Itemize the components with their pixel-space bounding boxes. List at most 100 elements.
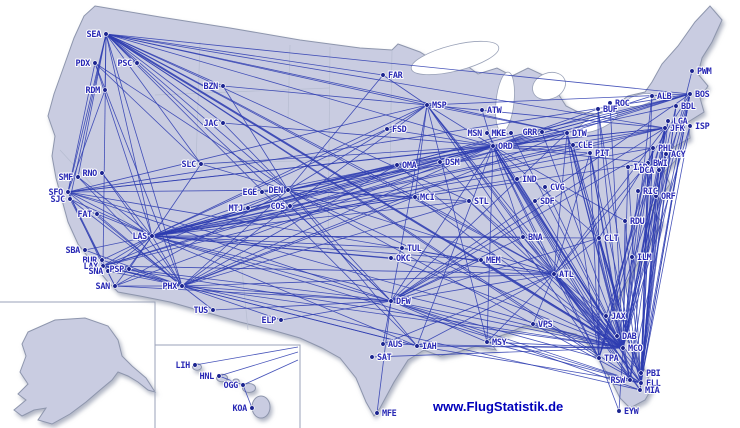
route-line: [151, 104, 428, 237]
route-line: [589, 152, 600, 359]
airport-marker-cle[interactable]: [570, 142, 576, 148]
airport-marker-lih[interactable]: [192, 362, 198, 368]
airport-marker-bos[interactable]: [687, 91, 693, 97]
airport-marker-aus[interactable]: [380, 341, 386, 347]
airport-marker-msy[interactable]: [484, 339, 490, 345]
airport-marker-bur[interactable]: [99, 257, 105, 263]
airport-marker-lga[interactable]: [665, 118, 671, 124]
airport-marker-alb[interactable]: [649, 93, 655, 99]
airport-marker-eyw[interactable]: [616, 408, 622, 414]
airport-marker-san[interactable]: [112, 283, 118, 289]
airport-marker-slc[interactable]: [198, 161, 204, 167]
airport-label-grr: GRR: [523, 128, 539, 138]
airport-marker-bwi[interactable]: [645, 160, 651, 166]
airport-marker-jax[interactable]: [603, 313, 609, 319]
airport-marker-psp[interactable]: [126, 266, 132, 272]
airport-marker-mfe[interactable]: [374, 410, 380, 416]
airport-marker-rdu[interactable]: [622, 218, 628, 224]
airport-marker-iah[interactable]: [414, 343, 420, 349]
airport-marker-atw[interactable]: [479, 107, 485, 113]
airport-marker-smf[interactable]: [75, 174, 81, 180]
airport-marker-orf[interactable]: [653, 193, 659, 199]
airport-marker-isp[interactable]: [687, 123, 693, 129]
airport-marker-ord[interactable]: [490, 143, 496, 149]
airport-marker-atl[interactable]: [551, 271, 557, 277]
airport-marker-elp[interactable]: [278, 317, 284, 323]
airport-marker-jac[interactable]: [220, 120, 226, 126]
airport-marker-mtj[interactable]: [245, 205, 251, 211]
route-line: [640, 162, 649, 374]
airport-marker-clt[interactable]: [596, 235, 602, 241]
airport-marker-bdl[interactable]: [673, 103, 679, 109]
airport-marker-fsd[interactable]: [384, 126, 390, 132]
watermark-link[interactable]: www.FlugStatistik.de: [433, 399, 564, 414]
airport-marker-mke[interactable]: [508, 130, 514, 136]
route-line: [151, 189, 289, 237]
airport-marker-acy[interactable]: [663, 151, 669, 157]
airport-marker-koa[interactable]: [249, 405, 255, 411]
airport-marker-dtw[interactable]: [564, 130, 570, 136]
airport-marker-rno[interactable]: [99, 170, 105, 176]
airport-marker-stl[interactable]: [466, 198, 472, 204]
airport-marker-tus[interactable]: [210, 307, 216, 313]
airport-marker-pwm[interactable]: [689, 68, 695, 74]
airport-marker-hnl[interactable]: [216, 373, 222, 379]
airport-marker-dab[interactable]: [614, 333, 620, 339]
airport-marker-sea[interactable]: [103, 31, 109, 37]
airport-marker-roc[interactable]: [607, 100, 613, 106]
route-line: [598, 93, 691, 359]
airport-marker-lax[interactable]: [100, 263, 106, 269]
airport-marker-ric[interactable]: [635, 188, 641, 194]
airport-marker-jfk[interactable]: [662, 125, 668, 131]
airport-marker-sdf[interactable]: [532, 198, 538, 204]
airport-marker-ind[interactable]: [514, 176, 520, 182]
airport-label-pwm: PWM: [697, 67, 712, 77]
airport-marker-vps[interactable]: [530, 321, 536, 327]
airport-marker-dfw[interactable]: [388, 298, 394, 304]
airport-marker-den[interactable]: [285, 187, 291, 193]
airport-marker-fll[interactable]: [638, 380, 644, 386]
airport-marker-cvg[interactable]: [542, 184, 548, 190]
airport-marker-mem[interactable]: [478, 257, 484, 263]
route-line: [151, 132, 512, 237]
route-line: [640, 153, 667, 384]
airport-marker-cos[interactable]: [287, 203, 293, 209]
airport-marker-phx[interactable]: [179, 283, 185, 289]
airport-marker-sfo[interactable]: [65, 189, 71, 195]
airport-marker-pit[interactable]: [587, 150, 593, 156]
airport-marker-rsw[interactable]: [627, 377, 633, 383]
airport-marker-msn[interactable]: [484, 130, 490, 136]
airport-marker-rdm[interactable]: [102, 87, 108, 93]
airport-marker-las[interactable]: [149, 233, 155, 239]
airport-marker-sna[interactable]: [105, 268, 111, 274]
airport-marker-dca[interactable]: [656, 167, 662, 173]
airport-marker-psc[interactable]: [134, 60, 140, 66]
airport-marker-mia[interactable]: [637, 387, 643, 393]
airport-marker-pdx[interactable]: [92, 60, 98, 66]
airport-marker-pbi[interactable]: [638, 370, 644, 376]
airport-marker-bzn[interactable]: [220, 83, 226, 89]
airport-marker-ilm[interactable]: [629, 254, 635, 260]
airport-marker-fat[interactable]: [94, 211, 100, 217]
airport-marker-grr[interactable]: [539, 129, 545, 135]
route-line: [390, 300, 642, 384]
airport-marker-iad[interactable]: [625, 164, 631, 170]
airport-marker-ege[interactable]: [259, 189, 265, 195]
route-line: [151, 200, 470, 237]
airport-marker-okc[interactable]: [388, 255, 394, 261]
airport-marker-bna[interactable]: [520, 234, 526, 240]
airport-marker-msp[interactable]: [424, 102, 430, 108]
airport-marker-buf[interactable]: [595, 106, 601, 112]
airport-marker-sba[interactable]: [82, 247, 88, 253]
airport-marker-mci[interactable]: [412, 194, 418, 200]
airport-marker-dsm[interactable]: [437, 159, 443, 165]
airport-marker-phl[interactable]: [650, 145, 656, 151]
airport-marker-ogg[interactable]: [240, 382, 246, 388]
airport-marker-tpa[interactable]: [596, 355, 602, 361]
airport-marker-sjc[interactable]: [67, 196, 73, 202]
airport-marker-tul[interactable]: [399, 245, 405, 251]
airport-marker-far[interactable]: [380, 72, 386, 78]
airport-marker-sat[interactable]: [369, 354, 375, 360]
airport-marker-oma[interactable]: [394, 162, 400, 168]
airport-marker-mco[interactable]: [620, 345, 626, 351]
